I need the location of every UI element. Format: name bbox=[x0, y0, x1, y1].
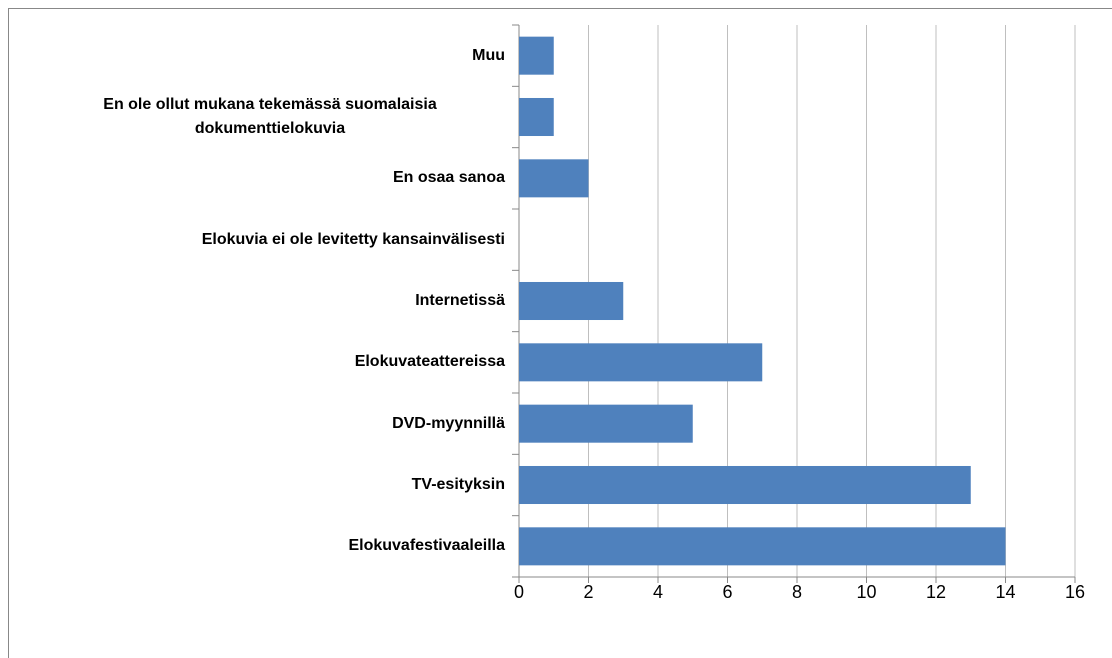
y-tick-label: Elokuvafestivaaleilla bbox=[348, 537, 505, 555]
x-tick-label: 0 bbox=[514, 582, 524, 602]
x-tick-label: 8 bbox=[792, 582, 802, 602]
y-tick-label: Elokuvateattereissa bbox=[354, 353, 505, 371]
bar bbox=[519, 36, 554, 75]
y-tick-label: Muu bbox=[472, 46, 505, 64]
x-tick-label: 16 bbox=[1065, 582, 1085, 602]
bar bbox=[519, 404, 693, 443]
y-tick-label: En osaa sanoa bbox=[392, 169, 505, 187]
y-tick-label: TV-esityksin bbox=[411, 476, 505, 493]
bar bbox=[519, 465, 971, 505]
bar bbox=[519, 281, 624, 321]
x-tick-label: 10 bbox=[856, 582, 876, 602]
x-tick-label: 4 bbox=[653, 582, 663, 602]
bar bbox=[519, 97, 554, 137]
x-tick-label: 12 bbox=[926, 582, 946, 602]
bar bbox=[519, 343, 763, 382]
x-tick-label: 6 bbox=[722, 582, 732, 602]
x-tick-label: 14 bbox=[995, 582, 1015, 602]
bar bbox=[519, 159, 589, 198]
y-tick-label: DVD-myynnillä bbox=[392, 414, 505, 432]
y-tick-label: En ole ollut mukana tekemässä suomalaisi… bbox=[103, 96, 437, 137]
y-tick-label: Elokuvia ei ole levitetty kansainvälises… bbox=[201, 230, 505, 248]
x-tick-label: 2 bbox=[583, 582, 593, 602]
chart-border bbox=[8, 8, 1112, 658]
y-tick-label: Internetissä bbox=[415, 292, 505, 309]
bar bbox=[519, 527, 1006, 566]
